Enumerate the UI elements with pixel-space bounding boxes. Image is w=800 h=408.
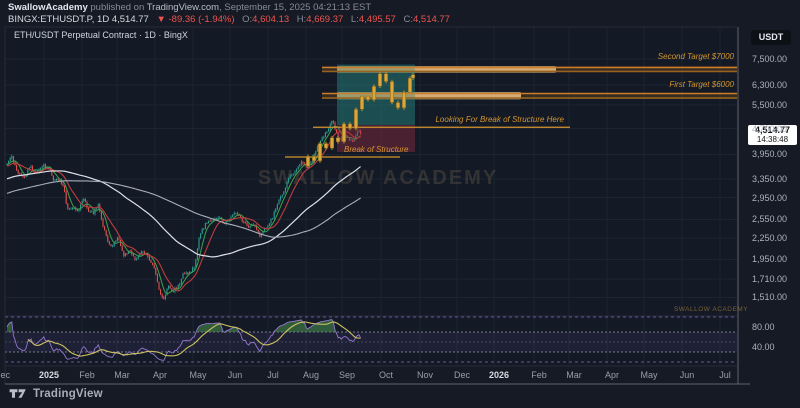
drawings-layer [4, 26, 750, 385]
timestamp: , September 15, 2025 04:21:13 EST [219, 2, 372, 13]
sma-slow-white [6, 166, 361, 258]
grid-layer [5, 27, 737, 366]
time-tick-label: Jul [267, 370, 279, 380]
watermark-small: SWALLOW ACADEMY [674, 306, 748, 313]
site-link[interactable]: TradingView.com [146, 2, 220, 13]
last-price: 4,514.77 [754, 125, 791, 135]
time-tick-label: Feb [531, 370, 547, 380]
byline: SwallowAcademy published on TradingView.… [8, 2, 371, 13]
time-tick-label: Nov [416, 370, 433, 380]
brand-name[interactable]: TradingView [33, 387, 103, 400]
annotation-looking-bos[interactable]: Looking For Break of Structure Here [435, 115, 564, 124]
time-axis[interactable]: Dec 2025 Feb Mar Apr May Jun Jul Aug Sep Oct Nov Dec… [0, 366, 800, 384]
close-value: 4,514.77 [412, 14, 450, 25]
watermark: SWALLOW ACADEMY [258, 167, 498, 189]
annotation-break-of-structure[interactable]: Break of Structure [344, 145, 409, 154]
time-tick-label: Apr [604, 370, 619, 380]
projected-candles [305, 71, 416, 168]
time-tick-label: Oct [378, 370, 393, 380]
time-tick-label: Jul [719, 370, 731, 380]
low-label: L: [350, 14, 359, 25]
time-tick-label: May [640, 370, 658, 380]
high-label: H: [296, 14, 307, 25]
price-tick-label: 1,510.00 [752, 292, 788, 303]
open-label: O: [242, 14, 253, 25]
tradingview-logo[interactable] [9, 387, 27, 400]
price-tick-label: 2,550.00 [752, 214, 788, 225]
rsi-line [6, 319, 362, 361]
price-tick-label: 1,950.00 [752, 254, 788, 265]
price-tick-label: 5,500.00 [752, 100, 788, 111]
price-tick-label: 6,300.00 [752, 80, 788, 90]
sma-slower-grey [6, 180, 361, 238]
time-tick-label: Mar [114, 370, 130, 380]
price-tick-label: 2,950.00 [752, 192, 788, 203]
open-value: 4,604.13 [252, 14, 290, 25]
rsi-overbought-fill [226, 327, 239, 332]
time-tick-label: 2026 [488, 370, 510, 380]
time-tick-label: Dec [0, 370, 10, 380]
chart-title: ETH/USDT Perpetual Contract · 1D · BingX [14, 30, 188, 40]
price-tick-label: 7,500.00 [752, 54, 788, 65]
published-text: published on [87, 2, 147, 13]
sma-fast-green [6, 125, 361, 295]
currency-button[interactable]: USDT [751, 30, 791, 45]
candlestick-series [6, 120, 362, 301]
author-name: SwallowAcademy [8, 2, 88, 13]
price-tick-label: 3,950.00 [752, 149, 788, 160]
time-tick-label: Jun [679, 370, 695, 380]
time-tick-label: Mar [566, 370, 582, 380]
rsi-overbought-fill [7, 321, 12, 332]
time-tick-label: Aug [302, 370, 319, 380]
high-value: 4,669.37 [306, 14, 344, 25]
time-tick-label: May [189, 370, 207, 380]
price-tick-label: 3,350.00 [752, 173, 788, 184]
last-price-badge: 4,514.77 14:38:48 [748, 125, 797, 145]
time-tick-label: Apr [152, 370, 167, 380]
price-tick-label: 4,700.00 [752, 123, 788, 134]
time-tick-label: Sep [338, 370, 355, 380]
rsi-tick-label: 80.00 [752, 322, 775, 332]
symbol-info-bar: BINGX:ETHUSDT.P, 1D 4,514.77 ▼ -89.36 (-… [8, 14, 450, 25]
sma-mid-red [6, 131, 361, 292]
time-tick-label: Feb [79, 370, 95, 380]
price-tick-label: 2,250.00 [752, 233, 788, 243]
annotation-second-target[interactable]: Second Target $7000 [657, 52, 734, 61]
time-tick-label: Dec [453, 370, 470, 380]
bar-countdown: 14:38:48 [756, 135, 789, 144]
close-label: C: [403, 14, 413, 25]
low-value: 4,495.57 [358, 14, 396, 25]
price-change: ▼ -89.36 (-1.94%) [156, 14, 235, 25]
footer: TradingView [9, 387, 103, 400]
price-tick-label: 1,710.00 [752, 273, 788, 284]
time-tick-label: Jun [227, 370, 243, 380]
symbol-and-price: BINGX:ETHUSDT.P, 1D 4,514.77 [8, 14, 149, 25]
time-tick-label: 2025 [38, 370, 60, 380]
annotation-first-target[interactable]: First Target $6000 [669, 80, 734, 89]
series-layer [6, 120, 362, 361]
rsi-tick-label: 40.00 [752, 342, 775, 352]
rsi-ma-line [27, 321, 361, 357]
